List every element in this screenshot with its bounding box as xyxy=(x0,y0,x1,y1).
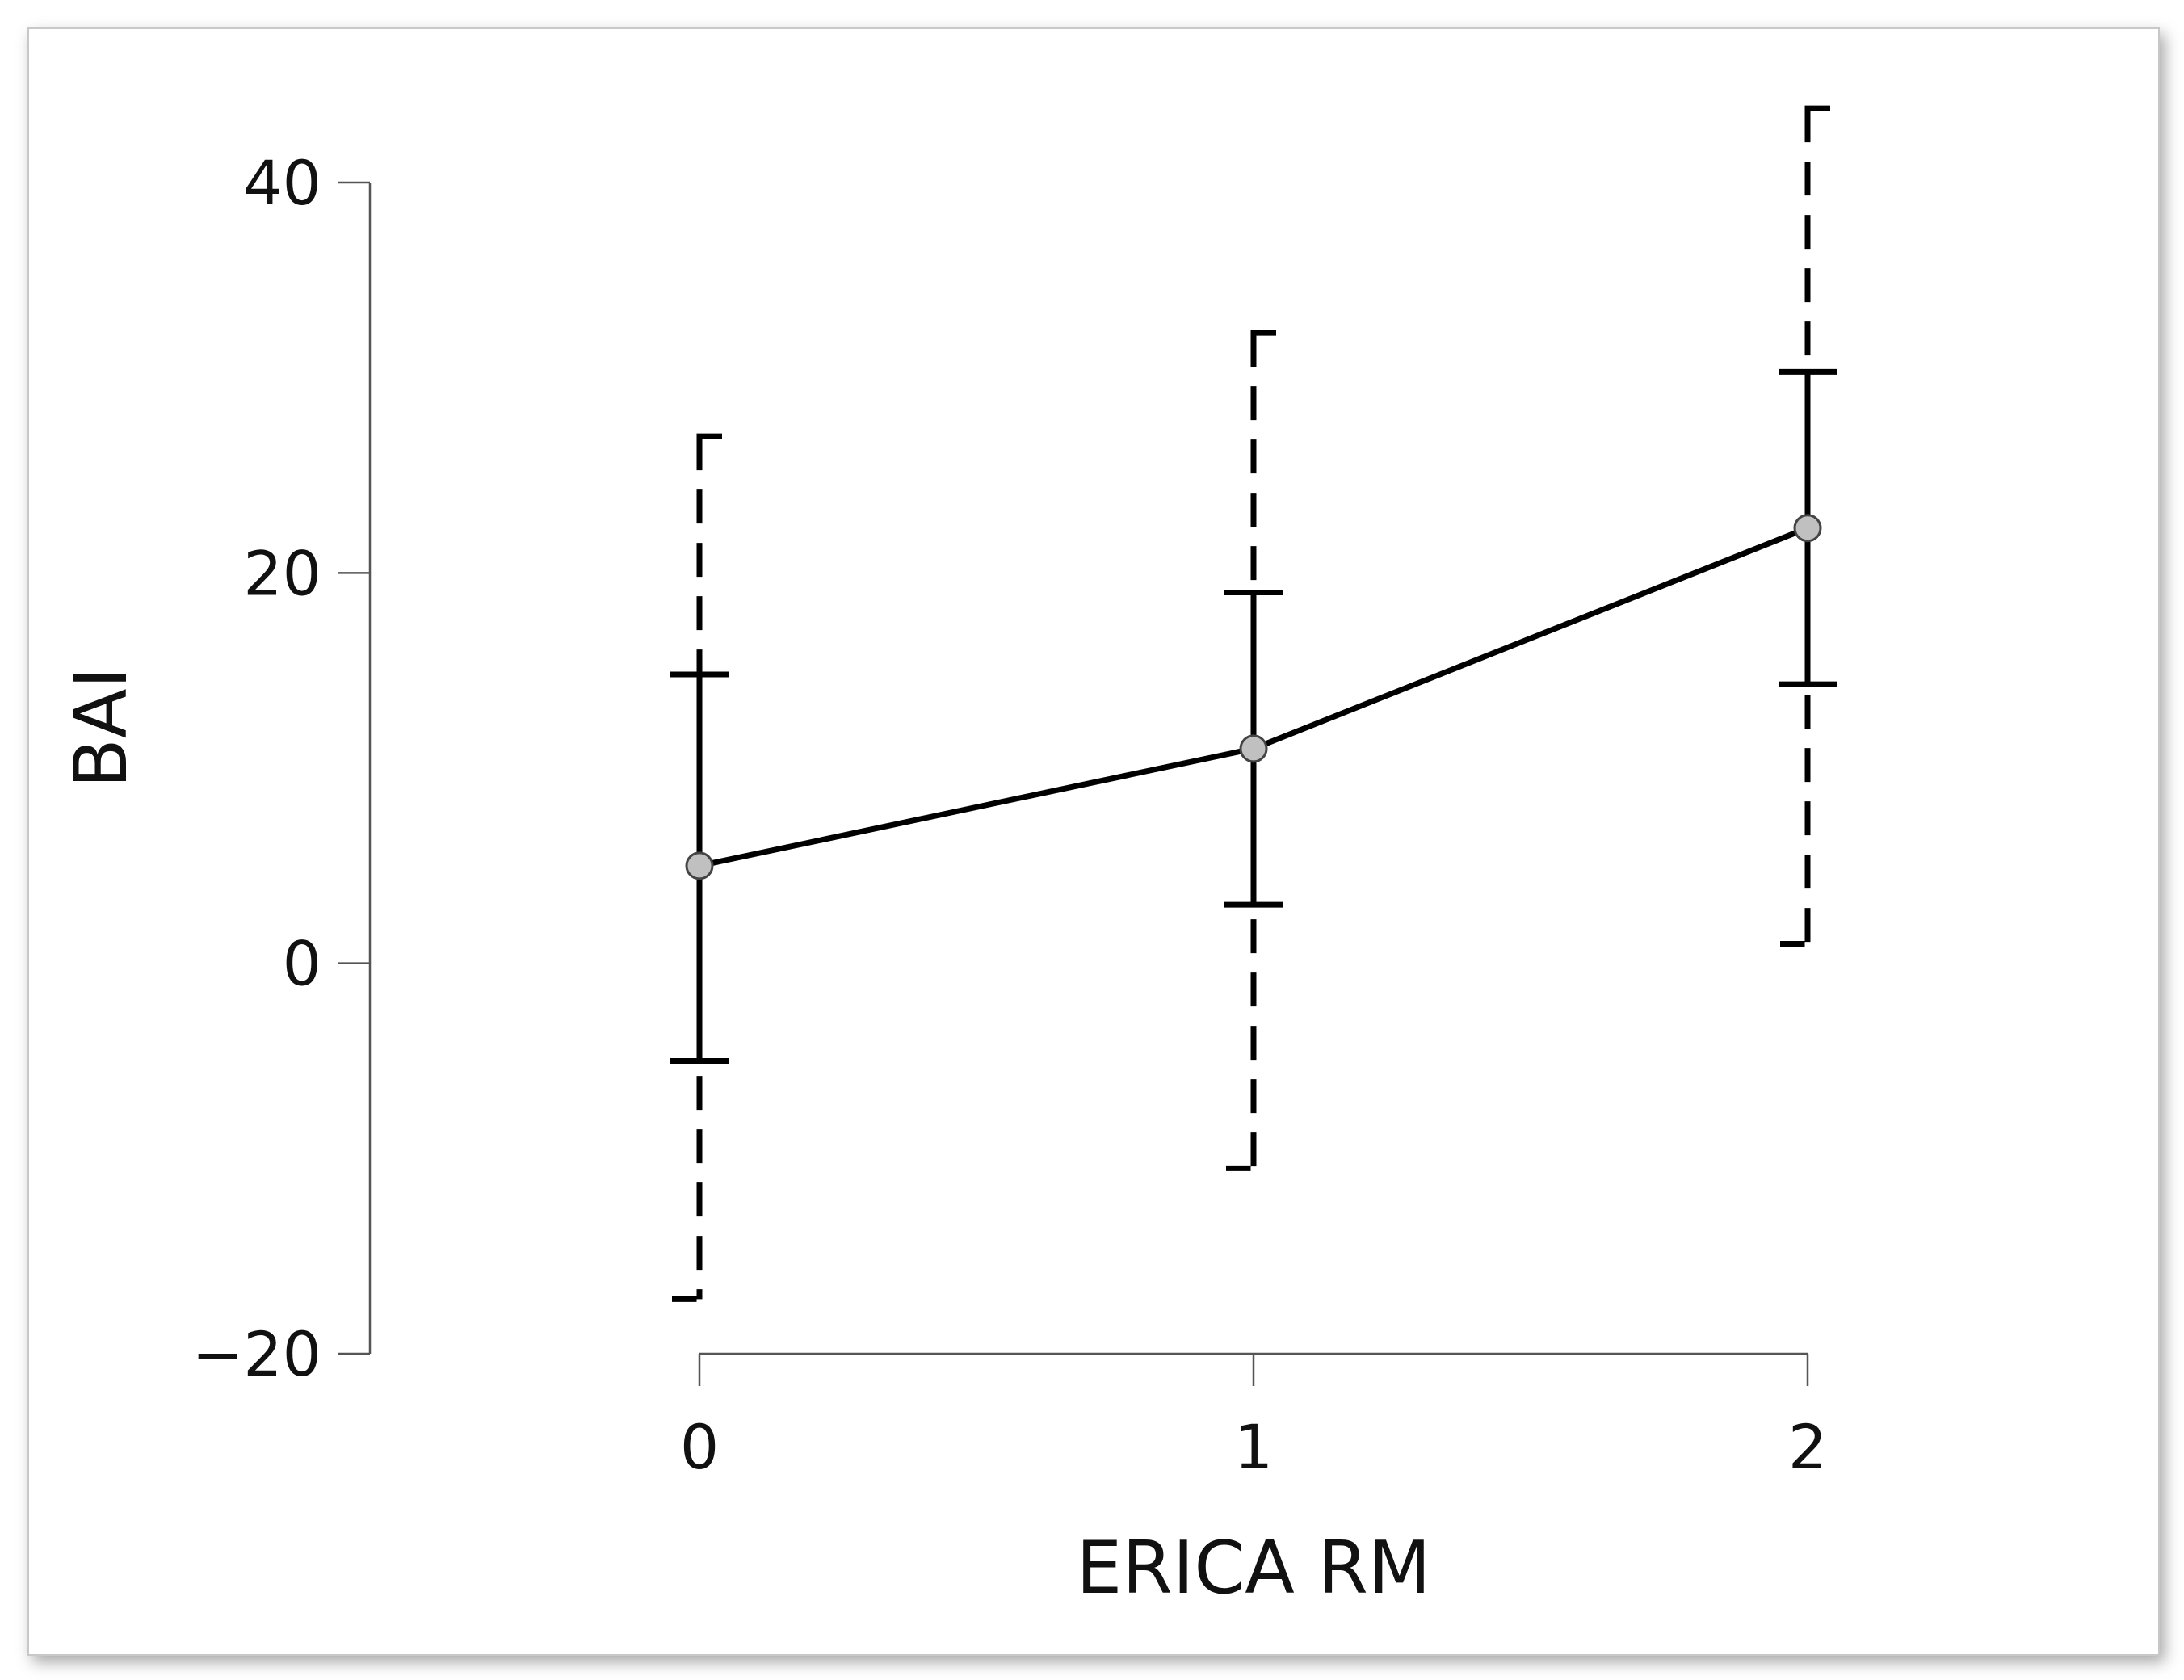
data-point xyxy=(685,851,714,880)
data-point xyxy=(1793,514,1822,543)
x-tick-label: 1 xyxy=(1234,1411,1273,1483)
x-tick-label: 2 xyxy=(1788,1411,1827,1483)
inner-interval-bars xyxy=(670,368,1837,1064)
x-axis-label: ERICA RM xyxy=(1076,1526,1430,1611)
y-axis-label: BAI xyxy=(59,667,144,788)
x-tick-label: 0 xyxy=(680,1411,719,1483)
data-markers xyxy=(685,514,1822,880)
data-point xyxy=(1239,734,1268,763)
y-tick-label: 0 xyxy=(283,928,321,1000)
axes: −20 0 20 40 0 1 2 xyxy=(192,147,1828,1483)
y-tick-label: 40 xyxy=(243,147,321,219)
y-tick-label: 20 xyxy=(243,537,321,609)
y-tick-label: −20 xyxy=(192,1318,321,1390)
chart-frame xyxy=(27,27,2160,1656)
